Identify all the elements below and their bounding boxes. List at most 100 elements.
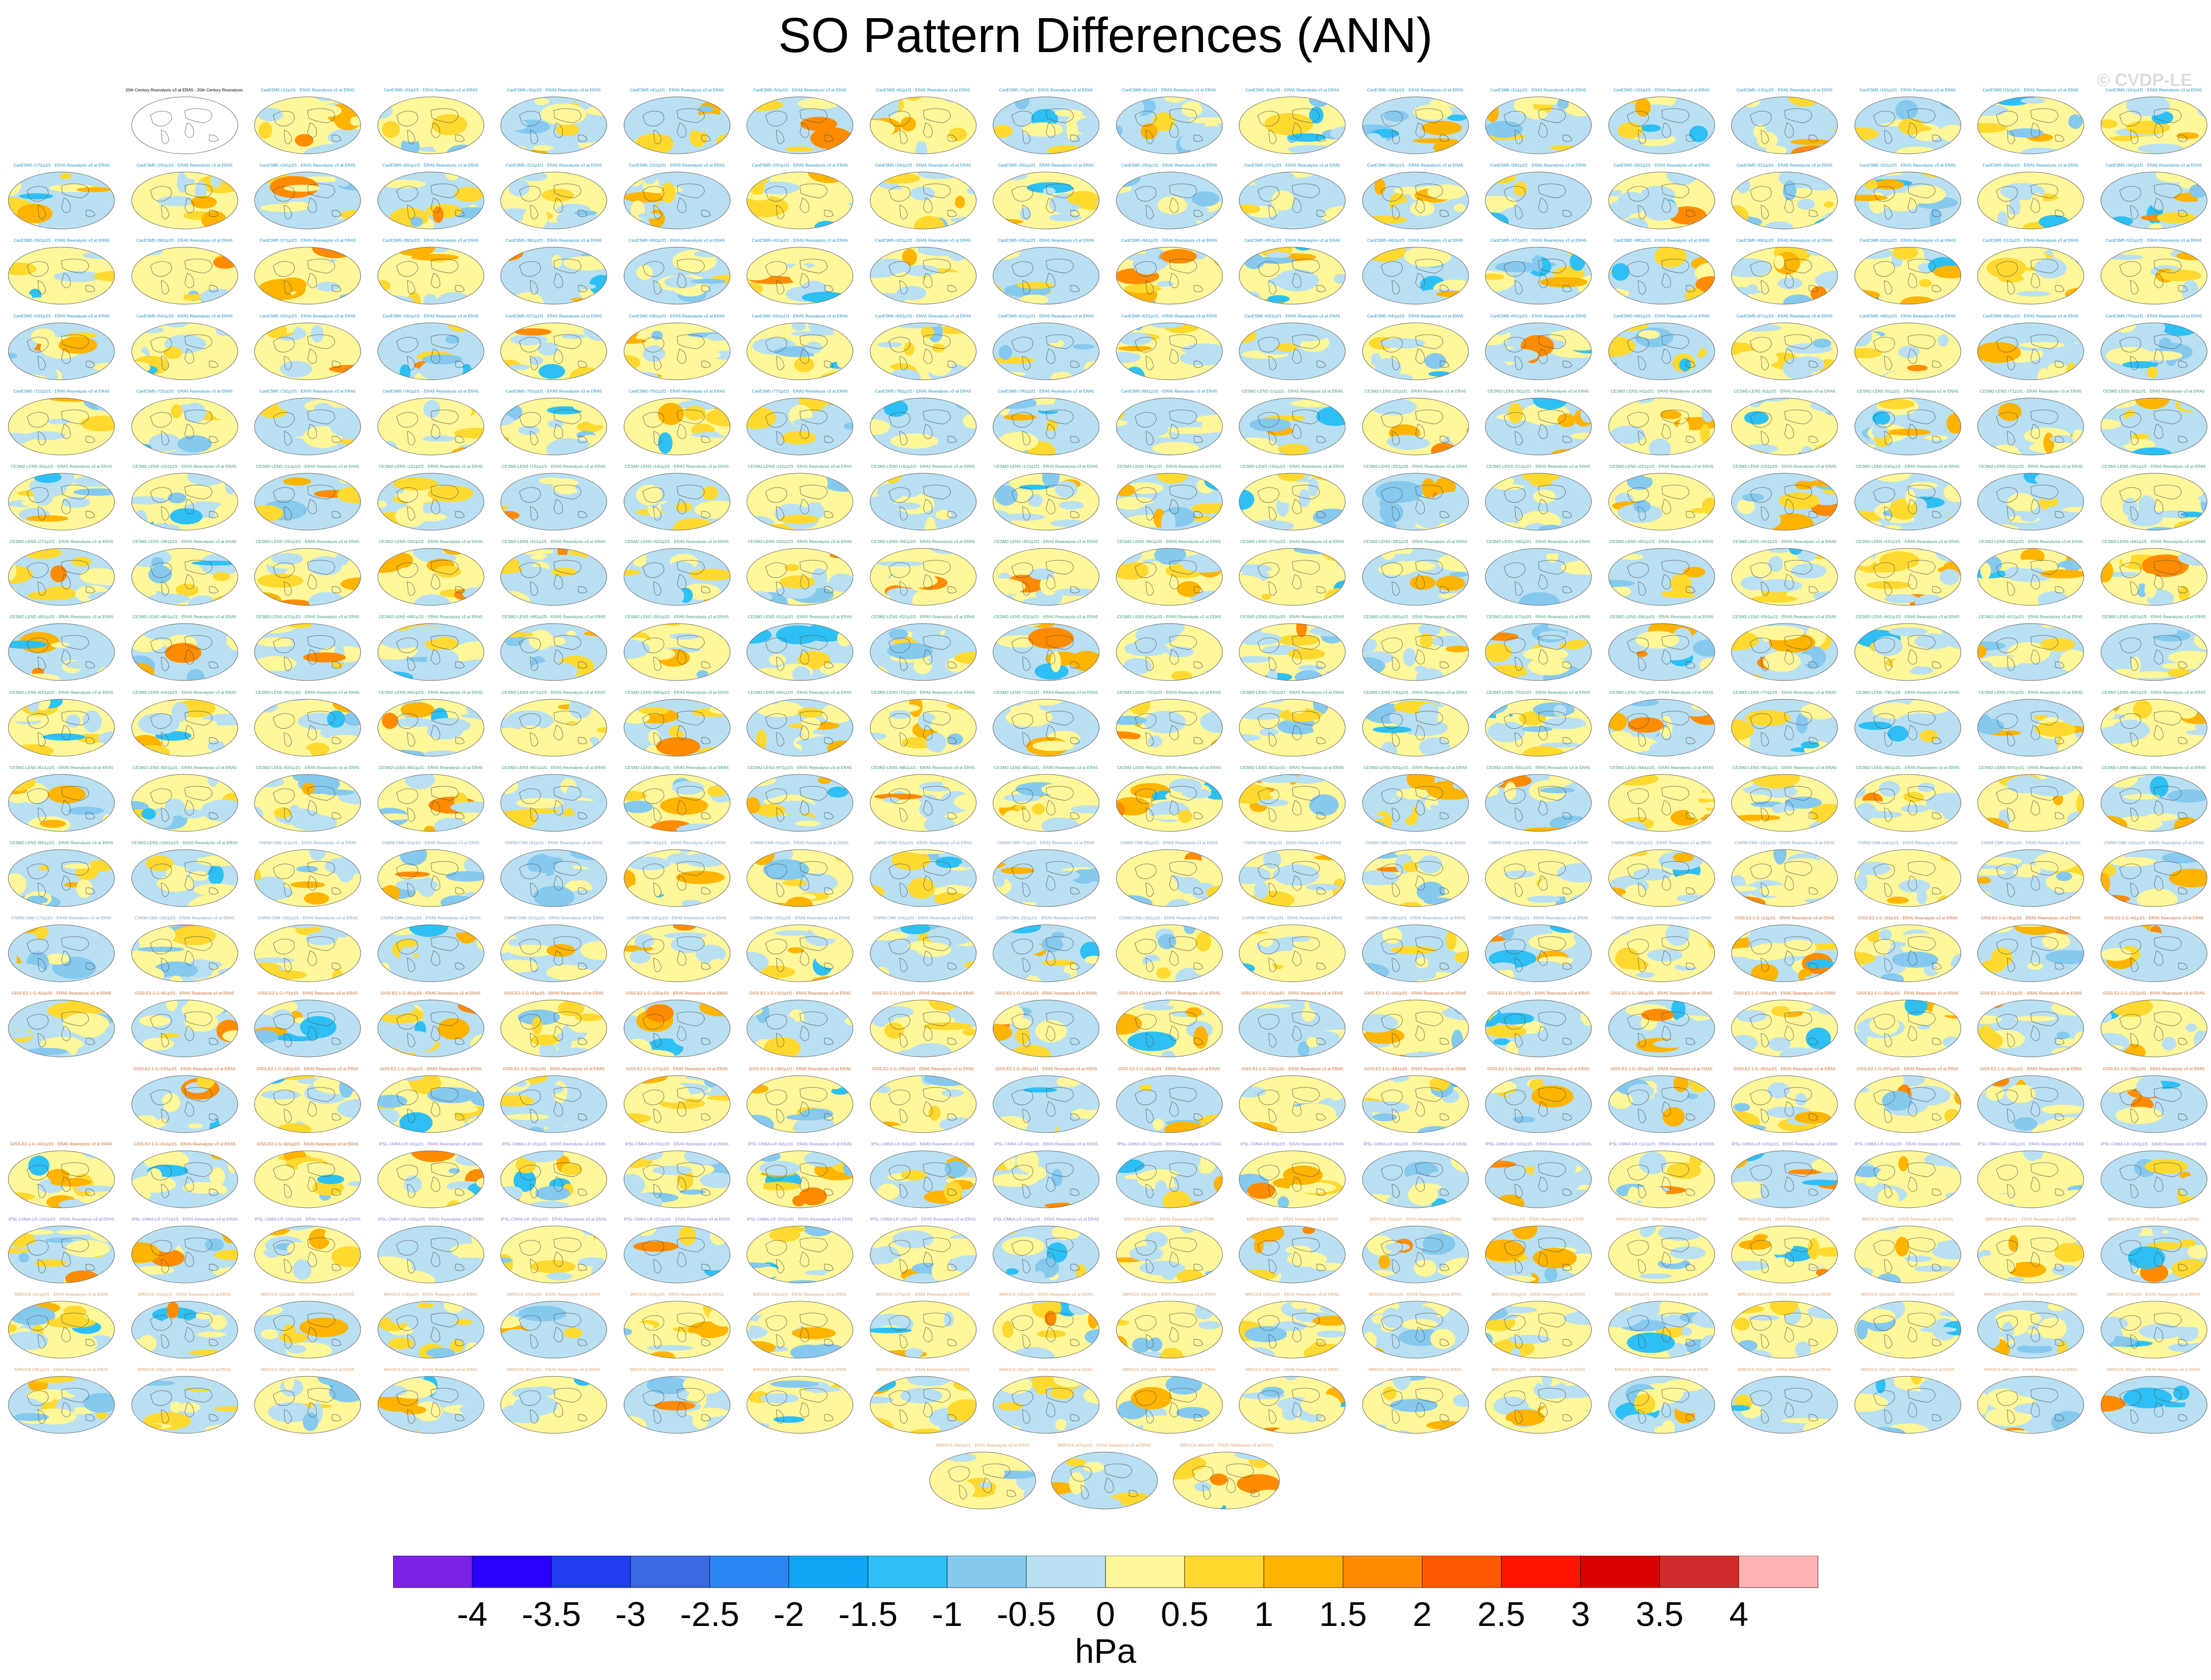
anomaly-patch [924,517,936,530]
anomaly-patch [514,549,554,555]
coastline [1686,210,1695,217]
anomaly-patch [445,334,460,344]
anomaly-patch [1209,218,1220,225]
anomaly-patch [1523,648,1569,661]
map-border [377,398,484,456]
coastline [307,258,336,274]
coastline [209,360,218,368]
coastline [1907,424,1917,439]
anomaly-patch [795,820,821,826]
global-map [992,171,1100,229]
global-map [254,473,361,531]
coastline [923,108,951,123]
anomaly-patch [1327,596,1345,606]
coastline [1686,436,1695,443]
coastline [1391,205,1400,220]
anomaly-patch [1532,398,1568,410]
coastline [1907,635,1935,650]
panel-caption: CESM2-LENS r67i1p1f1 - ERA5 Reanalysis v… [502,689,606,695]
coastline [61,725,71,740]
global-map [1608,247,1715,305]
global-map [254,96,361,154]
anomaly-patch [65,660,98,669]
coastline [923,334,951,349]
panel-caption: CESM2-LENS r18i1p1f1 - ERA5 Reanalysis v… [1117,464,1221,469]
anomaly-patch [2159,270,2202,282]
global-map [500,473,607,531]
anomaly-patch [1453,203,1465,212]
coastline [776,356,785,370]
anomaly-patch [2130,433,2150,440]
anomaly-patch [1416,668,1444,681]
coastline [947,436,957,443]
anomaly-patch [1814,494,1838,506]
global-map [1485,548,1592,606]
anomaly-patch [2145,813,2178,821]
anomaly-patch [296,866,318,873]
anomaly-patch [1763,651,1801,672]
anomaly-patch [555,723,588,738]
coastline [923,258,951,274]
anomaly-patch [68,1037,79,1055]
anomaly-patch [1179,135,1194,150]
anomaly-patch [1635,98,1651,117]
coastline [1932,436,1941,443]
difference-map-panel: CanESM5 r28i1p1f1 - ERA5 Reanalysis v3 a… [1357,162,1474,235]
coastline [209,285,218,292]
anomaly-patch [462,504,475,526]
difference-map-panel: CESM2-LENS r54i1p1f1 - ERA5 Reanalysis v… [1110,614,1228,686]
coastline [642,562,664,578]
anomaly-patch [1004,967,1031,980]
global-map [624,849,730,907]
coastline [1503,412,1526,427]
coastline [2130,506,2138,521]
global-map [1731,322,1838,380]
anomaly-patch [1370,398,1417,415]
anomaly-patch [897,475,924,497]
panel-caption: CESM2-LENS r88i1p1f1 - ERA5 Reanalysis v… [871,765,975,770]
difference-map-panel: CESM2-LENS r70i1p1f1 - ERA5 Reanalysis v… [864,689,982,762]
global-map [500,849,607,907]
panel-caption: CanESM5 r34i1p1f1 - ERA5 Reanalysis v3 a… [2105,163,2202,168]
coastline [888,638,910,654]
difference-map-panel: CESM2-LENS r45i1p1f1 - ERA5 Reanalysis v… [2,614,120,686]
anomaly-patch [669,633,699,640]
difference-map-panel: CNRM-CM6 r14i1p1f1 - ERA5 Reanalysis v3 … [1849,840,1967,912]
panel-caption: CNRM-CM6 r14i1p1f1 - ERA5 Reanalysis v3 … [1857,840,1958,845]
panel-caption: CESM2-LENS r71i1p1f1 - ERA5 Reanalysis v… [994,689,1098,695]
coastline [430,258,458,274]
anomaly-patch [380,885,400,902]
coastline [1907,574,1917,590]
anomaly-patch [1291,399,1337,407]
difference-map-panel: CanESM5 r19i1p1f1 - ERA5 Reanalysis v3 a… [249,162,367,235]
anomaly-patch [1135,625,1177,646]
global-map [254,623,361,681]
difference-map-panel: CanESM5 r57i1p1f1 - ERA5 Reanalysis v3 a… [495,313,613,386]
anomaly-patch [271,1009,294,1028]
coastline [37,356,46,370]
global-map [377,473,484,531]
panel-caption: CESM2-LENS r24i1p1f1 - ERA5 Reanalysis v… [1855,464,1960,469]
anomaly-patch [8,560,17,581]
coastline [1292,560,1320,575]
map-border [1116,96,1222,154]
global-map [1608,548,1715,606]
panel-caption: CESM2-LENS r55i1p1f1 - ERA5 Reanalysis v… [1240,614,1344,620]
coastline [150,713,172,729]
coastline [1562,360,1572,368]
anomaly-patch [681,146,699,152]
coastline [1996,638,2018,654]
anomaly-patch [431,114,467,136]
map-border [1608,623,1715,681]
anomaly-patch [2141,942,2169,948]
anomaly-patch [1485,274,1504,281]
coastline [1514,656,1523,671]
anomaly-patch [1522,961,1569,982]
anomaly-patch [315,282,340,292]
coastline [37,205,46,220]
anomaly-patch [1042,473,1060,488]
anomaly-patch [31,328,56,344]
global-map [1362,398,1469,456]
anomaly-patch [1239,144,1247,154]
anomaly-patch [1854,195,1888,201]
